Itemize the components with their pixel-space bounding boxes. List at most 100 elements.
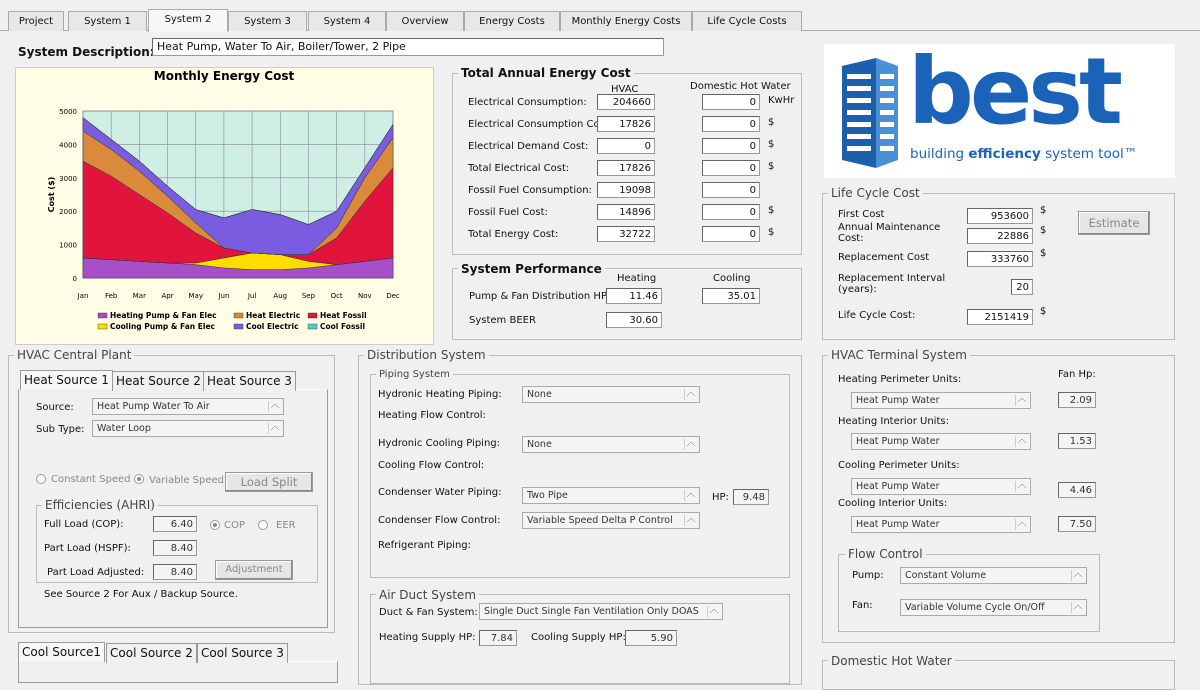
tab[interactable]: System 4 xyxy=(308,11,386,31)
tab[interactable]: Cool Source 3 xyxy=(197,643,288,663)
radio-label: Constant Speed xyxy=(51,474,131,485)
label: Electrical Consumption: xyxy=(468,97,587,108)
tab[interactable]: Cool Source1 xyxy=(18,642,106,662)
radio[interactable] xyxy=(210,520,220,530)
unit: $ xyxy=(768,139,775,150)
radio-label: Variable Speed xyxy=(149,475,225,486)
dropdown[interactable]: Variable Speed Delta P Control xyxy=(522,512,700,529)
logo-tagline: building efficiency system tool™ xyxy=(910,146,1137,162)
label: Life Cycle Cost: xyxy=(838,310,916,321)
label: HP: xyxy=(712,492,729,503)
number-field[interactable]: 30.60 xyxy=(606,312,662,328)
group-box xyxy=(838,554,1100,632)
number-field[interactable]: 0 xyxy=(702,182,760,198)
number-field[interactable]: 8.40 xyxy=(153,540,197,556)
unit: $ xyxy=(1040,248,1047,259)
dropdown[interactable]: Single Duct Single Fan Ventilation Only … xyxy=(479,603,723,620)
number-field[interactable]: 2151419 xyxy=(967,309,1033,325)
text-field[interactable]: Heat Pump, Water To Air, Boiler/Tower, 2… xyxy=(152,38,664,56)
label: Hydronic Cooling Piping: xyxy=(378,438,500,449)
tab[interactable]: System 3 xyxy=(228,11,307,31)
x-tick-label: Mar xyxy=(133,292,146,300)
button[interactable]: Load Split xyxy=(225,472,313,492)
number-field[interactable]: 0 xyxy=(702,116,760,132)
dropdown[interactable]: Heat Pump Water xyxy=(851,433,1031,450)
tab[interactable]: System 2 xyxy=(148,9,228,32)
number-field[interactable]: 11.46 xyxy=(606,288,662,304)
tagline-text: system tool™ xyxy=(1040,146,1138,162)
dropdown[interactable]: Constant Volume xyxy=(900,567,1087,584)
chart-panel: Monthly Energy Cost 0 1000 2000 3000 4000 5000… xyxy=(15,67,434,345)
tab[interactable]: Life Cycle Costs xyxy=(692,11,802,31)
number-field[interactable]: 14896 xyxy=(597,204,655,220)
number-field[interactable]: 20 xyxy=(1011,279,1033,295)
number-field[interactable]: 35.01 xyxy=(702,288,760,304)
number-field[interactable]: 9.48 xyxy=(733,489,769,505)
group-title: Air Duct System xyxy=(376,588,480,602)
dropdown[interactable]: Water Loop xyxy=(92,420,284,437)
number-field[interactable]: 32722 xyxy=(597,226,655,242)
button[interactable]: Adjustment xyxy=(215,560,293,580)
dropdown[interactable]: Heat Pump Water xyxy=(851,478,1031,495)
tab[interactable]: Monthly Energy Costs xyxy=(560,11,692,31)
number-field[interactable]: 17826 xyxy=(597,116,655,132)
number-field[interactable]: 8.40 xyxy=(153,564,197,580)
radio[interactable] xyxy=(134,474,144,484)
dropdown[interactable]: Heat Pump Water xyxy=(851,516,1031,533)
dropdown[interactable]: None xyxy=(522,386,700,403)
dropdown-value: None xyxy=(527,389,552,400)
number-field[interactable]: 7.84 xyxy=(479,630,517,646)
number-field[interactable]: 19098 xyxy=(597,182,655,198)
x-tick-label: Jun xyxy=(217,292,229,300)
dropdown[interactable]: Variable Volume Cycle On/Off xyxy=(900,599,1087,616)
chart-title: Monthly Energy Cost xyxy=(154,69,295,83)
radio[interactable] xyxy=(36,474,46,484)
tab[interactable]: Heat Source 3 xyxy=(203,371,296,391)
tab[interactable]: Heat Source 2 xyxy=(112,371,205,391)
number-field[interactable]: 0 xyxy=(702,226,760,242)
number-field[interactable]: 0 xyxy=(702,204,760,220)
number-field[interactable]: 7.50 xyxy=(1058,516,1096,532)
button[interactable]: Estimate xyxy=(1078,211,1150,235)
number-field[interactable]: 204660 xyxy=(597,94,655,110)
group-title: HVAC Terminal System xyxy=(828,348,970,362)
y-tick-label: 5000 xyxy=(59,108,77,116)
dropdown[interactable]: None xyxy=(522,436,700,453)
number-field[interactable]: 4.46 xyxy=(1058,482,1096,498)
number-field[interactable]: 6.40 xyxy=(153,516,197,532)
tagline-text: building xyxy=(910,146,969,162)
number-field[interactable]: 0 xyxy=(597,138,655,154)
y-tick-label: 3000 xyxy=(59,175,77,183)
tab[interactable]: System 1 xyxy=(68,11,147,31)
label: Condenser Flow Control: xyxy=(378,515,501,526)
tab[interactable]: Project xyxy=(8,11,64,31)
number-field[interactable]: 0 xyxy=(702,160,760,176)
number-field[interactable]: 953600 xyxy=(967,208,1033,224)
tab[interactable]: Cool Source 2 xyxy=(106,643,197,663)
dropdown[interactable]: Two Pipe xyxy=(522,487,700,504)
number-field[interactable]: 1.53 xyxy=(1058,433,1096,449)
group-box xyxy=(822,193,1175,340)
group-title: Efficiencies (AHRI) xyxy=(42,498,158,512)
dropdown-value: Heat Pump Water To Air xyxy=(97,401,210,412)
label: Cooling Interior Units: xyxy=(838,498,948,509)
tab[interactable]: Energy Costs xyxy=(464,11,560,31)
legend-label: Heat Electric xyxy=(246,311,300,320)
radio[interactable] xyxy=(258,520,268,530)
dropdown[interactable]: Heat Pump Water xyxy=(851,392,1031,409)
number-field[interactable]: 0 xyxy=(702,94,760,110)
number-field[interactable]: 0 xyxy=(702,138,760,154)
tab[interactable]: Overview xyxy=(386,11,464,31)
label: Electrical Demand Cost: xyxy=(468,141,589,152)
dropdown[interactable]: Heat Pump Water To Air xyxy=(92,398,284,415)
number-field[interactable]: 333760 xyxy=(967,251,1033,267)
group-box xyxy=(8,355,335,633)
number-field[interactable]: 22886 xyxy=(967,228,1033,244)
number-field[interactable]: 17826 xyxy=(597,160,655,176)
number-field[interactable]: 2.09 xyxy=(1058,392,1096,408)
x-tick-label: Dec xyxy=(386,292,400,300)
column-header: Cooling xyxy=(713,273,751,284)
x-tick-label: May xyxy=(188,292,202,300)
number-field[interactable]: 5.90 xyxy=(625,630,677,646)
tab[interactable]: Heat Source 1 xyxy=(20,370,113,390)
